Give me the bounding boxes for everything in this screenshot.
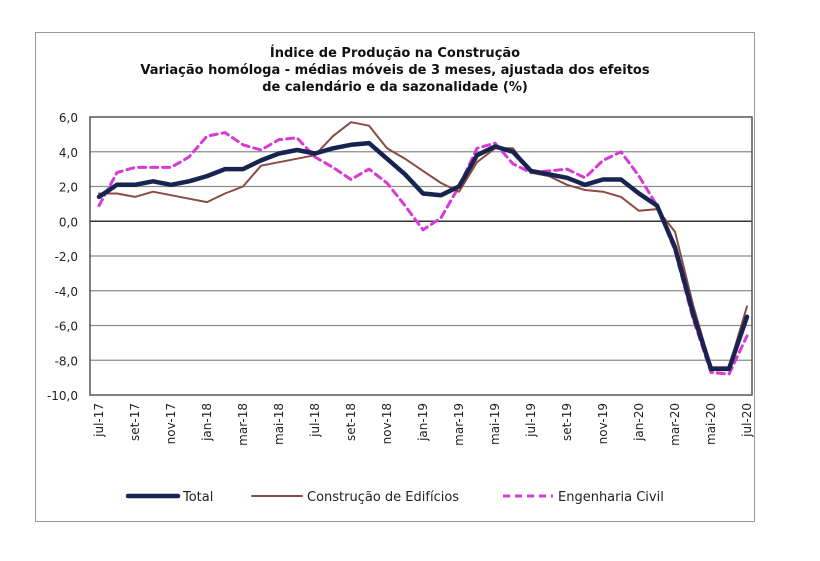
series-line-engenharia-civil <box>97 131 749 376</box>
chart-title: Índice de Produção na Construção <box>269 46 521 61</box>
axis-layer: 6,0 4,0 2,0 0,0 -2,0 -4,0 -6,0 -8,0 -10,0 jul-17 s… <box>47 111 754 446</box>
chart-title-block: Índice de Produção na Construção Variaçã… <box>35 45 755 96</box>
y-tick-label: -4,0 <box>55 285 78 299</box>
legend-label-engenharia-civil: Engenharia Civil <box>558 490 664 505</box>
y-tick-label: -6,0 <box>55 320 78 334</box>
chart-frame <box>35 32 755 522</box>
x-tick-label: mar-19 <box>452 403 466 446</box>
series-line-construcao-de-edificios <box>98 121 748 369</box>
y-tick-label: -10,0 <box>47 389 78 403</box>
x-tick-label: mai-19 <box>488 403 502 445</box>
series-layer <box>96 121 750 376</box>
x-tick-label: nov-19 <box>596 403 610 444</box>
plot-area-border <box>89 116 753 396</box>
y-tick-label: 2,0 <box>59 181 78 195</box>
legend: Total Construção de Edifícios Engenharia C… <box>125 490 664 505</box>
x-tick-label: jul-20 <box>740 403 754 438</box>
y-tick-label: 4,0 <box>59 146 78 160</box>
x-tick-label: jul-17 <box>92 403 106 438</box>
series-line-total <box>96 140 750 372</box>
x-tick-label: mai-18 <box>272 403 286 445</box>
x-tick-label: jan-19 <box>416 403 430 442</box>
x-tick-label: nov-17 <box>164 403 178 444</box>
y-tick-label: 0,0 <box>59 215 78 229</box>
legend-label-construcao-de-edificios: Construção de Edifícios <box>307 490 459 505</box>
x-tick-label: mar-20 <box>668 403 682 446</box>
x-tick-label: set-19 <box>560 403 574 441</box>
x-tick-label: set-17 <box>128 403 142 441</box>
y-tick-label: -2,0 <box>55 250 78 264</box>
x-tick-label: jan-18 <box>200 403 214 442</box>
y-tick-label: 6,0 <box>59 111 78 125</box>
x-tick-label: nov-18 <box>380 403 394 444</box>
x-tick-label: jan-20 <box>632 403 646 442</box>
x-tick-label: jul-19 <box>524 403 538 438</box>
x-tick-label: set-18 <box>344 403 358 441</box>
chart-subtitle-line-2: de calendário e da sazonalidade (%) <box>262 80 528 95</box>
x-tick-label: mai-20 <box>704 403 718 445</box>
y-tick-label: -8,0 <box>55 354 78 368</box>
legend-label-total: Total <box>182 490 213 505</box>
chart-subtitle-line-1: Variação homóloga - médias móveis de 3 m… <box>140 63 650 78</box>
x-tick-label: mar-18 <box>236 403 250 446</box>
x-tick-label: jul-18 <box>308 403 322 438</box>
grid-layer <box>90 151 752 361</box>
